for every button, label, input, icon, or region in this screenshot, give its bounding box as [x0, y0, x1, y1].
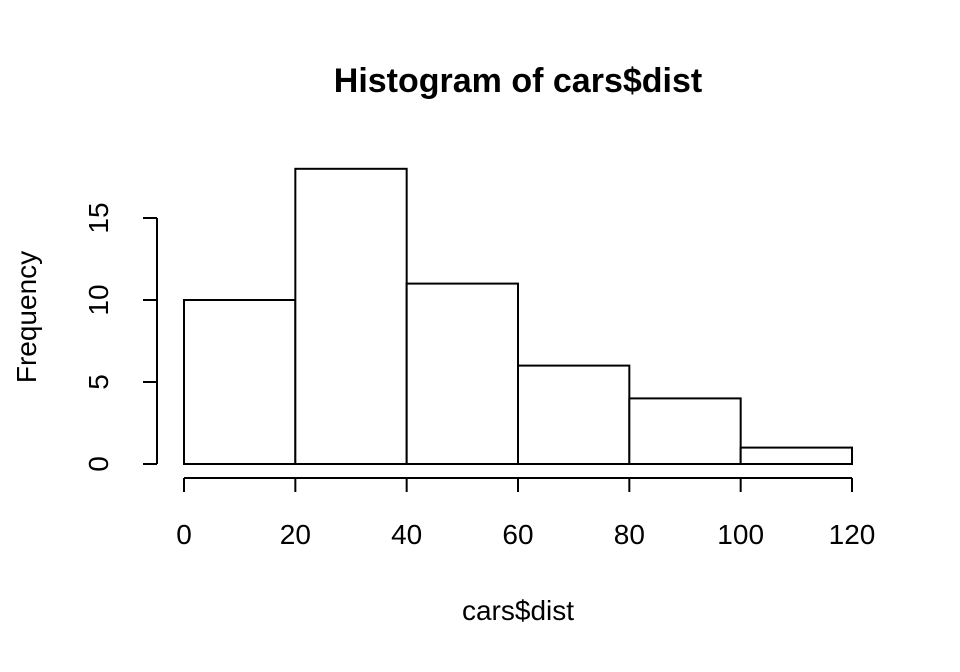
x-tick-label-2: 40: [391, 519, 422, 550]
bars-group: [183, 167, 854, 466]
y-tick-label-3: 15: [83, 202, 114, 233]
x-tick-label-6: 120: [829, 519, 876, 550]
histogram-bar-1: [294, 167, 408, 466]
y-tick-label-0: 0: [83, 456, 114, 472]
x-axis: 0 20 40 60 80 100 120: [176, 477, 876, 550]
x-tick-label-5: 100: [717, 519, 764, 550]
y-tick-label-2: 10: [83, 284, 114, 315]
x-tick-label-3: 60: [502, 519, 533, 550]
x-tick-label-1: 20: [280, 519, 311, 550]
y-axis-label: Frequency: [11, 251, 42, 383]
x-tick-label-0: 0: [176, 519, 192, 550]
histogram-bar-4: [628, 397, 742, 465]
histogram-bar-5: [739, 446, 854, 466]
y-tick-label-1: 5: [83, 374, 114, 390]
y-axis: 0 5 10 15: [83, 202, 158, 472]
chart-title: Histogram of cars$dist: [334, 62, 702, 100]
histogram-bar-0: [183, 299, 297, 465]
x-axis-label: cars$dist: [462, 595, 574, 626]
histogram-bar-3: [517, 364, 631, 466]
x-tick-label-4: 80: [614, 519, 645, 550]
histogram-bar-2: [405, 282, 519, 465]
